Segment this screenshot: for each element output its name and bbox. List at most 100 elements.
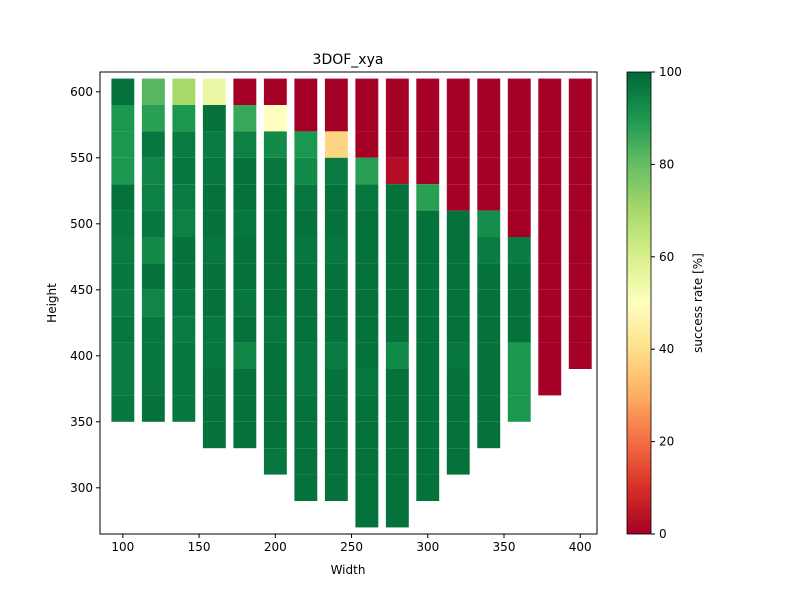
heatmap-cell — [324, 395, 348, 422]
heatmap-cell — [416, 78, 440, 105]
heatmap-cell — [172, 395, 196, 422]
heatmap-cell — [538, 184, 562, 211]
heatmap-cell — [355, 474, 379, 501]
heatmap-cell — [141, 316, 165, 343]
heatmap-cell — [141, 289, 165, 317]
heatmap-cell — [416, 421, 440, 449]
heatmap-cell — [111, 369, 135, 396]
heatmap-cell — [446, 316, 470, 343]
heatmap-cell — [141, 184, 165, 211]
heatmap-cell — [568, 105, 592, 132]
heatmap-cell — [233, 342, 257, 369]
heatmap-cell — [446, 448, 470, 475]
heatmap-cell — [324, 157, 348, 185]
heatmap-cell — [416, 342, 440, 369]
heatmap-cell — [172, 157, 196, 185]
heatmap-cell — [538, 157, 562, 185]
heatmap-cell — [507, 289, 531, 317]
heatmap-cell — [233, 184, 257, 211]
y-tick-label: 300 — [70, 481, 93, 495]
heatmap-cell — [202, 131, 226, 158]
heatmap-cell — [477, 184, 501, 211]
heatmap-cell — [416, 316, 440, 343]
heatmap-cell — [538, 237, 562, 264]
heatmap-cell — [202, 316, 226, 343]
heatmap-cell — [111, 131, 135, 158]
y-tick-label: 550 — [70, 151, 93, 165]
heatmap-cell — [355, 421, 379, 449]
heatmap-cell — [294, 263, 318, 290]
x-tick-label: 250 — [340, 540, 363, 554]
heatmap-cell — [477, 289, 501, 317]
heatmap-cell — [477, 105, 501, 132]
heatmap-cell — [477, 78, 501, 105]
heatmap-cell — [263, 263, 287, 290]
heatmap-cell — [294, 289, 318, 317]
heatmap-cells — [111, 78, 592, 528]
heatmap-cell — [446, 395, 470, 422]
heatmap-cell — [446, 237, 470, 264]
heatmap-cell — [141, 237, 165, 264]
heatmap-cell — [446, 369, 470, 396]
heatmap-cell — [233, 210, 257, 237]
heatmap-cell — [538, 105, 562, 132]
y-tick-label: 600 — [70, 85, 93, 99]
heatmap-cell — [385, 263, 409, 290]
heatmap-cell — [446, 421, 470, 449]
heatmap-cell — [446, 210, 470, 237]
heatmap-cell — [202, 237, 226, 264]
colorbar-tick-label: 40 — [659, 342, 674, 356]
y-axis-ticks: 300 350 400 450 500 550 600 — [70, 85, 100, 495]
heatmap-cell — [355, 237, 379, 264]
heatmap-cell — [416, 369, 440, 396]
heatmap-cell — [385, 316, 409, 343]
y-tick-label: 400 — [70, 349, 93, 363]
heatmap-cell — [385, 501, 409, 528]
heatmap-cell — [416, 263, 440, 290]
heatmap-cell — [355, 210, 379, 237]
heatmap-cell — [324, 263, 348, 290]
heatmap-cell — [538, 210, 562, 237]
heatmap-cell — [141, 342, 165, 369]
heatmap-cell — [111, 342, 135, 369]
heatmap-cell — [324, 131, 348, 158]
colorbar-tick-label: 80 — [659, 157, 674, 171]
heatmap-cell — [385, 210, 409, 237]
y-tick-label: 350 — [70, 415, 93, 429]
heatmap-cell — [538, 131, 562, 158]
heatmap-cell — [141, 395, 165, 422]
heatmap-cell — [446, 105, 470, 132]
heatmap-cell — [111, 316, 135, 343]
heatmap-cell — [202, 395, 226, 422]
heatmap-cell — [355, 131, 379, 158]
heatmap-cell — [385, 237, 409, 264]
heatmap-cell — [324, 78, 348, 105]
plot-frame — [99, 71, 598, 535]
heatmap-cell — [446, 184, 470, 211]
heatmap-cell — [111, 237, 135, 264]
colorbar-ticks: 0 20 40 60 80 100 — [651, 65, 682, 541]
heatmap-cell — [263, 237, 287, 264]
heatmap-cell — [294, 448, 318, 475]
heatmap-cell — [141, 263, 165, 290]
heatmap-cell — [202, 342, 226, 369]
heatmap-cell — [538, 342, 562, 369]
heatmap-cell — [111, 395, 135, 422]
heatmap-cell — [416, 184, 440, 211]
heatmap-cell — [294, 78, 318, 105]
heatmap-cell — [507, 237, 531, 264]
x-tick-label: 200 — [264, 540, 287, 554]
heatmap-cell — [355, 369, 379, 396]
heatmap-cell — [172, 78, 196, 105]
heatmap-cell — [416, 210, 440, 237]
heatmap-cell — [385, 448, 409, 475]
heatmap-cell — [202, 157, 226, 185]
heatmap-cell — [263, 421, 287, 449]
heatmap-cell — [324, 237, 348, 264]
heatmap-cell — [233, 289, 257, 317]
heatmap-cell — [355, 342, 379, 369]
heatmap-cell — [263, 369, 287, 396]
heatmap-cell — [538, 78, 562, 105]
heatmap-cell — [385, 421, 409, 449]
heatmap-cell — [111, 184, 135, 211]
